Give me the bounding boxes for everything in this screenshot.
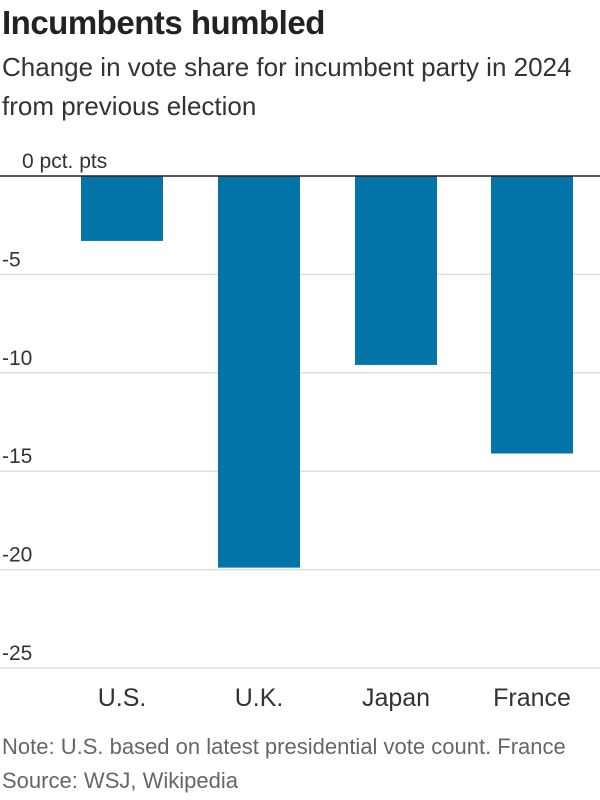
y-tick-label: -20 [2,544,32,567]
x-axis-categories: U.S. U.K. Japan France [98,684,571,712]
y-tick-label: -25 [2,642,32,665]
x-category-label: U.K. [235,684,284,712]
bar [81,176,163,241]
bars [81,176,573,568]
chart-note: Note: U.S. based on latest presidential … [2,734,566,759]
chart-subtitle: Change in vote share for incumbent party… [2,52,572,121]
y-tick-label: -15 [2,445,32,468]
x-category-label: Japan [362,684,430,712]
bar [218,176,300,568]
bar [491,176,573,454]
chart-source: Source: WSJ, Wikipedia [2,768,238,793]
x-category-label: France [493,684,571,712]
y-tick-label: -10 [2,347,32,370]
y-tick-label: 0 pct. pts [22,150,107,173]
y-tick-label: -5 [2,248,21,271]
chart-title: Incumbents humbled [2,4,325,41]
bar [355,176,437,365]
bar-chart: 0 pct. pts -5 -10 -15 -20 -25 U.S. U.K. Japan Fr… [0,150,600,712]
x-category-label: U.S. [98,684,147,712]
y-axis-ticks: 0 pct. pts -5 -10 -15 -20 -25 [2,150,107,665]
